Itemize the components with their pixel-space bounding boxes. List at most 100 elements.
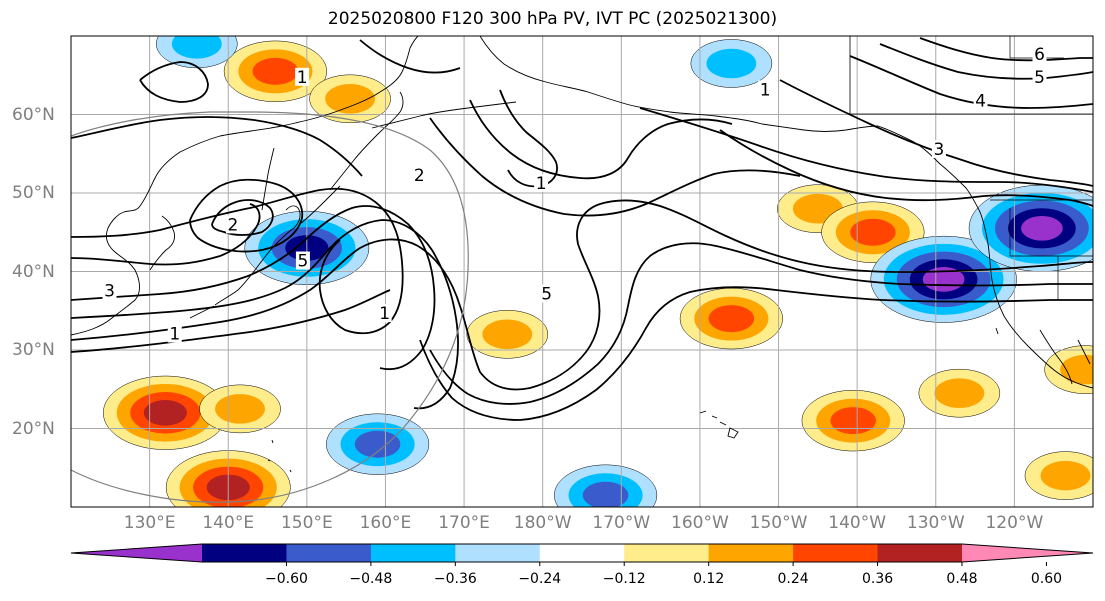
ivt-anomaly-positive: [199, 384, 281, 434]
colorbar-tick-label: 0.48: [946, 571, 978, 587]
ivt-level-fill: [934, 378, 985, 408]
pv-contour-line: [429, 242, 1093, 405]
latitude-tick-label: 60°N: [12, 104, 55, 125]
state-border-1: [1009, 208, 1059, 300]
pv-contour-line: [71, 203, 261, 266]
ivt-anomaly-layer: [102, 36, 1093, 507]
pv-contour-line: [359, 39, 461, 74]
colorbar-bin: [539, 544, 625, 562]
contour-label: 5: [1034, 68, 1045, 88]
colorbar-tick-label: −0.36: [433, 571, 477, 587]
ivt-anomaly-positive: [679, 287, 783, 350]
ivt-anomaly-positive: [918, 368, 1001, 418]
contour-label-bg: [539, 284, 554, 303]
pv-contour-line: [919, 37, 1093, 62]
longitude-tick-label: 160°E: [359, 513, 412, 533]
asia-coastline: [71, 36, 419, 336]
pv-contour-line: [469, 99, 733, 180]
colorbar-bin: [370, 544, 456, 562]
pv-contour-line: [71, 199, 1093, 391]
pv-contour-line: [139, 61, 209, 103]
ivt-level-fill: [215, 394, 265, 424]
aleutian-islands: [371, 101, 517, 129]
colorbar-outline: [70, 543, 1094, 563]
longitude-tick-label: 150°W: [749, 513, 808, 533]
contour-label-bg: [167, 324, 182, 343]
contour-label: 2: [414, 166, 425, 186]
longitude-tick-label: 130°E: [123, 513, 176, 533]
contour-label-bg: [534, 173, 549, 192]
pv-contour-line: [499, 89, 558, 188]
contour-label: 6: [1034, 45, 1045, 65]
contour-label-bg: [102, 281, 117, 300]
ivt-level-fill: [1060, 354, 1093, 385]
ivt-anomaly-positive: [223, 40, 327, 102]
colorbar-bin: [455, 544, 541, 562]
ivt-level-fill: [706, 48, 757, 79]
longitude-tick-label: 180°W: [513, 513, 572, 533]
colorbar-tick-label: −0.12: [602, 571, 646, 587]
colorbar-tick-label: −0.60: [264, 571, 308, 587]
ivt-level-fill: [582, 481, 629, 507]
ivt-anomaly-positive: [102, 375, 228, 450]
ivt-level-fill: [354, 430, 401, 458]
ivt-anomaly-negative: [326, 413, 430, 475]
ivt-anomaly-positive: [309, 74, 391, 124]
contour-label: 5: [541, 284, 552, 304]
pv-contour-line: [71, 116, 363, 177]
contour-label-bg: [1032, 45, 1047, 64]
hawaii-islands: [699, 410, 739, 439]
ivt-level-fill: [1040, 460, 1091, 491]
contour-label-bg: [931, 140, 946, 159]
highlight-circle-top: [71, 111, 250, 137]
ivt-level-fill: [325, 84, 376, 114]
pv-contour-line: [779, 79, 1093, 187]
ivt-level-fill: [708, 305, 755, 333]
pv-contour-line: [429, 117, 801, 217]
colorbar-tick-label: −0.48: [349, 571, 393, 587]
pv-contours: [71, 37, 1093, 421]
contour-label: 1: [169, 325, 180, 345]
pv-contour-line: [189, 178, 304, 253]
colorbar-tick-label: 0.12: [693, 571, 725, 587]
longitude-tick-label: 140°E: [202, 513, 255, 533]
pv-contour-line: [71, 289, 391, 353]
contour-label-bg: [225, 215, 240, 234]
colorbar-tick-label: 0.36: [861, 571, 894, 587]
coastlines: [71, 36, 1093, 473]
ivt-anomaly-positive: [1044, 345, 1093, 394]
japan-coastline: [214, 205, 301, 306]
colorbar-extend-high: [962, 544, 1093, 562]
contour-label-bg: [973, 91, 988, 110]
contour-label: 1: [536, 174, 547, 194]
pacific-islands: [267, 327, 999, 473]
contour-label: 3: [933, 140, 944, 160]
latitude-tick-label: 30°N: [12, 340, 55, 360]
longitude-tick-label: 120°W: [985, 513, 1044, 533]
colorbar-extend-low: [71, 544, 202, 562]
latitude-tick-label: 50°N: [12, 183, 55, 203]
colorbar-bin: [624, 544, 710, 562]
ivt-level-fill: [850, 218, 896, 246]
pv-contour-line: [639, 107, 1093, 193]
ivt-level-fill: [143, 400, 187, 426]
ivt-level-fill: [482, 319, 533, 350]
ivt-anomaly-positive: [1024, 451, 1093, 500]
colorbar-bin: [286, 544, 372, 562]
contour-label: 1: [297, 68, 308, 88]
colorbar-tick-label: −0.24: [518, 571, 562, 587]
contour-label: 3: [104, 281, 115, 301]
pv-contour-line: [71, 219, 459, 410]
contour-label-bg: [295, 67, 310, 86]
ivt-anomaly-negative: [554, 464, 658, 507]
map-title: 2025020800 F120 300 hPa PV, IVT PC (2025…: [327, 9, 778, 29]
contour-label: 2: [228, 215, 239, 235]
longitude-tick-label: 170°E: [438, 513, 490, 533]
longitude-tick-label: 150°E: [280, 513, 333, 533]
kamchatka-coastline: [329, 91, 404, 191]
sakhalin-coastline: [261, 147, 275, 211]
contour-label: 1: [379, 304, 390, 324]
colorbar-bin: [793, 544, 879, 562]
pv-contour-line: [879, 43, 1093, 80]
ivt-anomaly-positive: [466, 310, 549, 359]
